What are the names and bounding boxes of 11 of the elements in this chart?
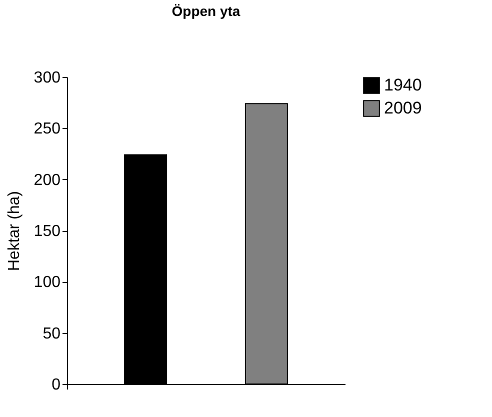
y-tick-label: 250 [34, 120, 61, 138]
y-tick-label: 0 [52, 376, 61, 394]
y-tick-label: 300 [34, 70, 61, 86]
y-tick-label: 50 [42, 325, 61, 342]
chart-title: Öppen yta [172, 3, 240, 19]
y-tick-label: 150 [34, 223, 61, 240]
legend-label: 2009 [384, 98, 422, 118]
y-axis-title: Hektar (ha) [6, 190, 23, 272]
legend-label: 1940 [384, 76, 422, 94]
y-tick-label: 100 [34, 274, 61, 292]
y-tick-label: 200 [34, 172, 61, 189]
